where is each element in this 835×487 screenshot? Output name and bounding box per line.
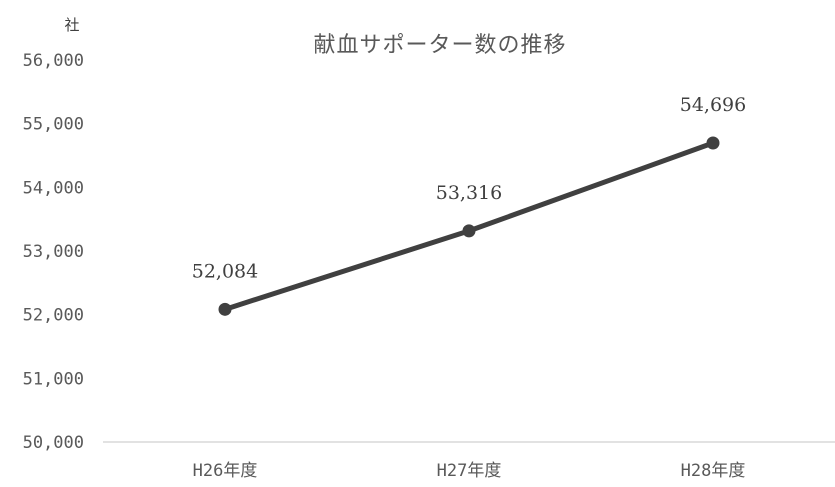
data-label: 53,316	[436, 182, 502, 204]
chart-title: 献血サポーター数の推移	[313, 33, 566, 58]
x-axis: H26年度 H27年度 H28年度	[103, 441, 835, 481]
data-label: 54,696	[680, 94, 746, 116]
data-point	[462, 224, 476, 238]
y-tick-label: 52,000	[23, 306, 84, 326]
y-axis-unit-label: 社	[64, 16, 79, 34]
y-axis: 50,000 51,000 52,000 53,000 54,000 55,000 56,0…	[23, 51, 84, 453]
y-tick-label: 51,000	[23, 369, 84, 389]
x-tick-label: H27年度	[437, 461, 502, 481]
series-area: 52,084 53,316 54,696	[192, 94, 746, 316]
x-tick-label: H28年度	[681, 461, 746, 481]
data-point	[706, 136, 720, 150]
y-tick-label: 56,000	[23, 51, 84, 71]
y-tick-label: 54,000	[23, 178, 84, 198]
data-label: 52,084	[192, 260, 258, 282]
y-tick-label: 55,000	[23, 115, 84, 135]
y-tick-label: 50,000	[23, 433, 84, 453]
y-tick-label: 53,000	[23, 242, 84, 262]
data-point	[218, 302, 232, 316]
x-tick-label: H26年度	[193, 461, 258, 481]
